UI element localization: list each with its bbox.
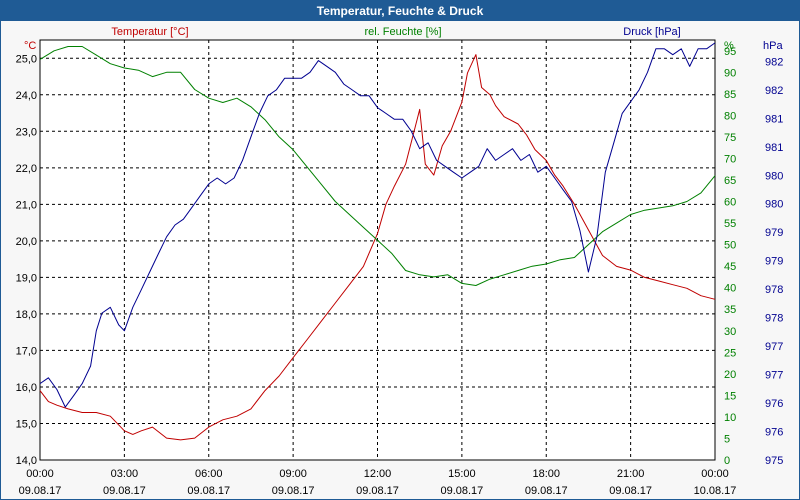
y-tick-humidity: 5: [724, 433, 730, 445]
pressure-axis-label: Druck [hPa]: [623, 26, 680, 38]
y-tick-pressure: 976: [765, 398, 783, 410]
y-tick-temperature: 14,0: [16, 455, 37, 467]
y-tick-pressure: 981: [765, 113, 783, 125]
y-tick-humidity: 80: [724, 110, 736, 122]
y-tick-pressure: 976: [765, 427, 783, 439]
y-tick-humidity: 20: [724, 369, 736, 381]
x-tick-date: 09.08.17: [19, 485, 62, 497]
y-tick-humidity: 15: [724, 390, 736, 402]
y-tick-pressure: 981: [765, 142, 783, 154]
y-tick-humidity: 70: [724, 153, 736, 165]
x-tick-date: 09.08.17: [440, 485, 483, 497]
x-tick-date: 09.08.17: [609, 485, 652, 497]
x-tick-time: 00:00: [701, 468, 729, 480]
y-tick-temperature: 16,0: [16, 382, 37, 394]
y-tick-humidity: 40: [724, 283, 736, 295]
y-tick-pressure: 979: [765, 227, 783, 239]
axis-labels: 00:00 09.08.17 03:00 09.08.17 06:00 09.08.17 0…: [16, 26, 784, 497]
y-tick-humidity: 55: [724, 218, 736, 230]
pressure-series-line: [39, 42, 716, 408]
grid-lines: [40, 40, 715, 460]
data-series: [39, 42, 716, 441]
y-tick-temperature: 22,0: [16, 163, 37, 175]
x-tick-time: 00:00: [26, 468, 54, 480]
y-tick-pressure: 979: [765, 256, 783, 268]
y-tick-pressure: 982: [765, 85, 783, 97]
window-title: Temperatur, Feuchte & Druck: [1, 1, 799, 21]
y-tick-temperature: 20,0: [16, 236, 37, 248]
x-tick-time: 09:00: [279, 468, 307, 480]
x-tick-date: 09.08.17: [272, 485, 315, 497]
y-tick-pressure: 978: [765, 313, 783, 325]
y-tick-temperature: 15,0: [16, 418, 37, 430]
y-tick-temperature: 18,0: [16, 309, 37, 321]
y-tick-pressure: 977: [765, 341, 783, 353]
humidity-unit: %: [724, 40, 734, 52]
y-tick-pressure: 978: [765, 284, 783, 296]
x-tick-date: 09.08.17: [525, 485, 568, 497]
y-tick-temperature: 23,0: [16, 126, 37, 138]
x-tick-date: 09.08.17: [187, 485, 230, 497]
y-tick-humidity: 75: [724, 132, 736, 144]
y-tick-humidity: 30: [724, 326, 736, 338]
x-tick-time: 06:00: [195, 468, 223, 480]
y-tick-humidity: 60: [724, 197, 736, 209]
y-tick-humidity: 0: [724, 455, 730, 467]
y-tick-temperature: 17,0: [16, 345, 37, 357]
y-tick-pressure: 980: [765, 170, 783, 182]
x-tick-date: 10.08.17: [694, 485, 737, 497]
x-tick-date: 09.08.17: [103, 485, 146, 497]
y-tick-temperature: 19,0: [16, 272, 37, 284]
temperature-unit: °C: [24, 40, 36, 52]
x-tick-time: 21:00: [617, 468, 645, 480]
x-tick-time: 18:00: [532, 468, 560, 480]
humidity-axis-label: rel. Feuchte [%]: [364, 26, 441, 38]
y-tick-pressure: 980: [765, 199, 783, 211]
x-tick-time: 12:00: [364, 468, 392, 480]
humidity-series-line: [39, 46, 716, 286]
y-tick-pressure: 982: [765, 56, 783, 68]
pressure-unit: hPa: [763, 40, 783, 52]
y-tick-humidity: 25: [724, 347, 736, 359]
y-tick-pressure: 977: [765, 370, 783, 382]
y-tick-humidity: 10: [724, 412, 736, 424]
y-tick-humidity: 95: [724, 46, 736, 58]
x-tick-time: 03:00: [111, 468, 139, 480]
y-tick-temperature: 24,0: [16, 90, 37, 102]
y-tick-pressure: 975: [765, 455, 783, 467]
y-tick-humidity: 90: [724, 67, 736, 79]
x-tick-date: 09.08.17: [356, 485, 399, 497]
y-tick-humidity: 35: [724, 304, 736, 316]
y-tick-humidity: 85: [724, 89, 736, 101]
y-tick-temperature: 25,0: [16, 53, 37, 65]
y-tick-temperature: 21,0: [16, 199, 37, 211]
y-tick-humidity: 65: [724, 175, 736, 187]
y-tick-humidity: 45: [724, 261, 736, 273]
y-tick-humidity: 50: [724, 240, 736, 252]
temperature-series-line: [39, 54, 716, 441]
temperature-axis-label: Temperatur [°C]: [111, 26, 188, 38]
x-tick-time: 15:00: [448, 468, 476, 480]
